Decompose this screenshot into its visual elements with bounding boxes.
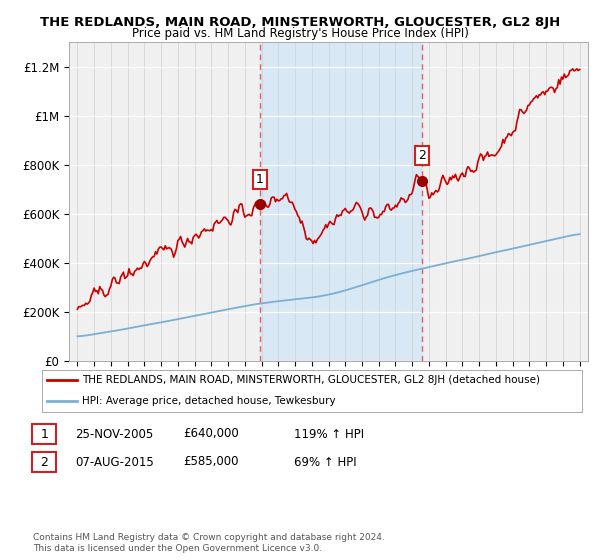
Text: THE REDLANDS, MAIN ROAD, MINSTERWORTH, GLOUCESTER, GL2 8JH (detached house): THE REDLANDS, MAIN ROAD, MINSTERWORTH, G… — [83, 375, 541, 385]
Text: 1: 1 — [40, 427, 49, 441]
Text: 25-NOV-2005: 25-NOV-2005 — [75, 427, 153, 441]
Text: THE REDLANDS, MAIN ROAD, MINSTERWORTH, GLOUCESTER, GL2 8JH: THE REDLANDS, MAIN ROAD, MINSTERWORTH, G… — [40, 16, 560, 29]
Text: 2: 2 — [40, 455, 49, 469]
Text: 2: 2 — [418, 150, 426, 162]
Text: 69% ↑ HPI: 69% ↑ HPI — [294, 455, 356, 469]
Text: HPI: Average price, detached house, Tewkesbury: HPI: Average price, detached house, Tewk… — [83, 396, 336, 406]
Text: £640,000: £640,000 — [183, 427, 239, 441]
Text: Contains HM Land Registry data © Crown copyright and database right 2024.
This d: Contains HM Land Registry data © Crown c… — [33, 533, 385, 553]
Text: 1: 1 — [256, 172, 264, 185]
Text: 119% ↑ HPI: 119% ↑ HPI — [294, 427, 364, 441]
Text: 07-AUG-2015: 07-AUG-2015 — [75, 455, 154, 469]
Text: £585,000: £585,000 — [183, 455, 239, 469]
Text: Price paid vs. HM Land Registry's House Price Index (HPI): Price paid vs. HM Land Registry's House … — [131, 27, 469, 40]
